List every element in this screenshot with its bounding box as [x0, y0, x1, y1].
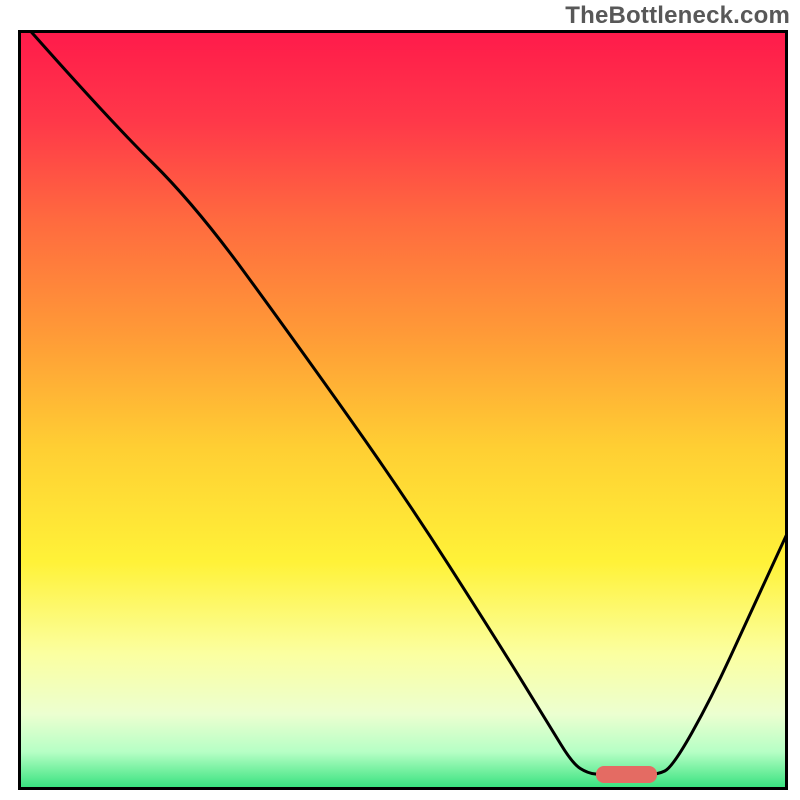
watermark-text: TheBottleneck.com	[565, 2, 790, 30]
bottleneck-curve	[18, 30, 788, 790]
optimal-range-marker	[596, 766, 658, 783]
chart-canvas: TheBottleneck.com	[0, 0, 800, 800]
plot-area	[18, 30, 788, 790]
